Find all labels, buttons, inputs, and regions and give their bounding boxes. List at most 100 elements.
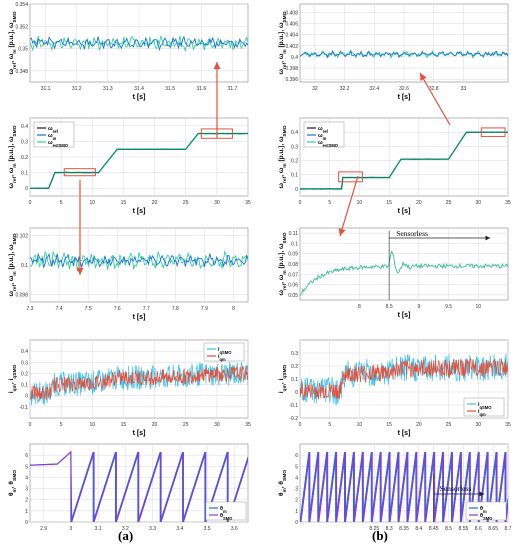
y-tick-label: 0.07 [288, 272, 298, 278]
caption-a: (a) [118, 528, 134, 543]
panel-b4: 0 5 10 15 20 25 30 35 0.3 0.2 0.1 0 -0.1 -0.2 t [s] iqm… [278, 339, 511, 437]
x-tick-label: 8.6 [475, 526, 482, 532]
y-tick-label: 0.408 [285, 10, 298, 16]
plot-b4 [300, 353, 508, 405]
x-tick-label: 3.3 [149, 526, 156, 532]
plot-b5 [300, 451, 508, 522]
y-tick-label: 3 [25, 487, 28, 493]
y-tick-label: -0.1 [19, 405, 28, 411]
x-tick-label: 8 [232, 306, 235, 312]
plot-a3 [30, 249, 248, 272]
panel-a4: 0 5 10 15 20 25 30 35 0.4 0.3 0.2 0.1 0 -0.1 t [s] iqm,… [8, 339, 251, 437]
panel-b5: 8.25 8.3 8.35 8.4 8.45 8.5 8.55 8.6 8.65 8.7 6 5 4 3 2… [278, 443, 512, 532]
y-tick-label: 5 [295, 464, 298, 470]
y-tick-label: 0.4 [21, 124, 28, 130]
x-tick-label: 15 [121, 200, 127, 206]
x-tick-label: 32 [312, 86, 318, 92]
x-tick-label: 8.65 [488, 526, 498, 532]
y-tick-label: 0.2 [21, 371, 28, 377]
y-tick-label: 0.4 [291, 130, 298, 136]
x-tick-label: 7.5 [85, 306, 92, 312]
x-tick-label: 8 [358, 304, 361, 310]
x-tick-label: 25 [446, 422, 452, 428]
annotation-label: Sensorless [396, 229, 428, 238]
series-iq-smo [30, 361, 248, 406]
y-tick-label: 0.2 [291, 364, 298, 370]
x-tick-label: 31.7 [228, 86, 238, 92]
legend-entry: iqm [218, 354, 226, 362]
y-tick-label: 0.398 [285, 66, 298, 72]
zoom-box [480, 127, 506, 137]
x-tick-label: 5 [60, 422, 63, 428]
x-tick-label: 0 [29, 200, 32, 206]
x-tick-label: 35 [505, 200, 511, 206]
panel-a3: 7.3 7.4 7.5 7.6 7.7 7.8 7.9 8 0.102 0.1 0.098 t [s]… [8, 227, 249, 321]
y-tick-label: 4 [295, 475, 298, 481]
y-tick-label: 0.3 [21, 139, 28, 145]
x-tick-label: 10 [90, 200, 96, 206]
series-theta-m [300, 451, 508, 522]
series-omega_ref [300, 131, 508, 190]
plot-a4 [30, 361, 248, 406]
x-axis-label: t [s] [133, 94, 146, 101]
y-axis-label: ωref, ωm [p.u.], ωSMO [278, 11, 288, 74]
x-tick-label: 2.9 [40, 526, 47, 532]
x-tick-label: 30 [476, 422, 482, 428]
x-tick-label: 32.8 [429, 86, 439, 92]
x-tick-label: 8.7 [505, 526, 512, 532]
x-tick-label: 3 [69, 526, 72, 532]
x-tick-label: 7.8 [172, 306, 179, 312]
plot-a1 [30, 35, 248, 52]
y-tick-label: 0 [295, 187, 298, 193]
y-tick-label: 0.352 [15, 24, 28, 30]
legend-entry: iqm [478, 409, 486, 417]
legend-entry: ωref [48, 126, 59, 134]
zoom-arrow [338, 175, 359, 237]
x-axis-label: t [s] [398, 312, 411, 319]
x-tick-label: 8.5 [386, 304, 393, 310]
zoom-arrow [419, 72, 451, 126]
x-tick-label: 35 [245, 200, 251, 206]
legend-entry: θSMO [220, 513, 233, 521]
legend-entry: θm [220, 506, 227, 514]
y-tick-label: 3 [295, 487, 298, 493]
y-tick-label: 0.396 [285, 77, 298, 83]
x-tick-label: 9 [417, 304, 420, 310]
legend-entry: ωm [48, 133, 57, 141]
series-omega-smo [300, 250, 508, 297]
y-tick-label: 0.3 [291, 144, 298, 150]
x-tick-label: 25 [183, 200, 189, 206]
y-tick-label: 0.354 [15, 2, 28, 8]
legend-entry: iqSMO [218, 347, 232, 355]
y-tick-label: 0.08 [288, 262, 298, 268]
x-tick-label: 31.3 [103, 86, 113, 92]
y-tick-label: 0.05 [288, 293, 298, 299]
legend-entry: ωestSMO [318, 140, 339, 148]
x-tick-label: 8.4 [415, 526, 422, 532]
y-tick-label: 2 [295, 498, 298, 504]
y-tick-label: 0.1 [21, 383, 28, 389]
y-tick-label: 6 [295, 453, 298, 459]
x-tick-label: 31.4 [134, 86, 144, 92]
panel-a5: 2.9 3 3.1 3.2 3.3 3.4 3.5 3.6 6 5 4 3 2 1 0 θm, θSMO θmθ… [8, 443, 249, 532]
plot-a2 [30, 128, 248, 190]
y-axis-label: iqm, iqSMO [8, 365, 18, 394]
y-tick-label: 0.35 [18, 47, 28, 53]
series-omega_ref [30, 133, 248, 189]
panel-a1: 31.1 31.2 31.3 31.4 31.5 31.6 31.7 0.354 0.352 0.… [8, 2, 249, 101]
zoom-box [338, 171, 363, 183]
y-tick-label: 0.3 [21, 360, 28, 366]
x-tick-label: 3.6 [231, 526, 238, 532]
y-tick-label: 0.1 [291, 377, 298, 383]
x-tick-label: 10 [357, 200, 363, 206]
y-tick-label: 0.09 [288, 252, 298, 258]
x-axis-label: t [s] [398, 208, 411, 215]
x-tick-label: 9.5 [445, 304, 452, 310]
x-tick-label: 8.45 [429, 526, 439, 532]
x-tick-label: 20 [416, 200, 422, 206]
x-tick-label: 20 [152, 200, 158, 206]
